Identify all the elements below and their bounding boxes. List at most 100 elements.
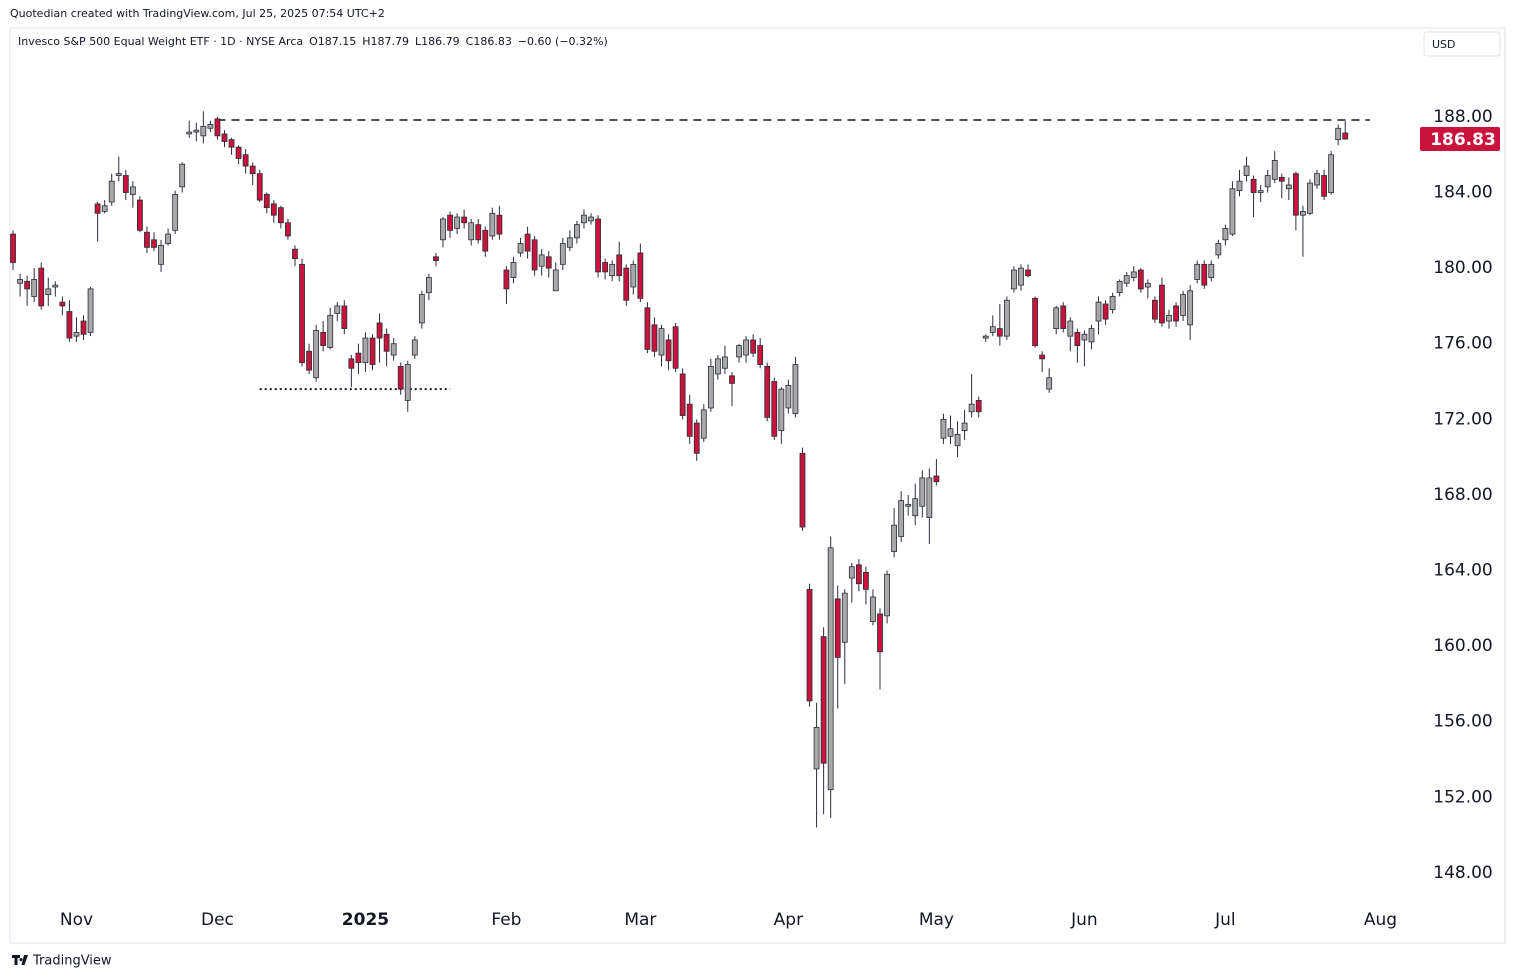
y-tick-label: 156.00 xyxy=(1433,712,1492,732)
candle-body xyxy=(1025,269,1031,277)
candle-body xyxy=(1053,307,1060,329)
candle-body xyxy=(165,233,172,244)
candle-body xyxy=(1088,328,1095,343)
candle-body xyxy=(1328,154,1335,193)
candle-body xyxy=(263,194,270,209)
ohlc-value: −0.60 (−0.32%) xyxy=(518,35,608,48)
candle-body xyxy=(1264,175,1271,188)
candle-body xyxy=(468,222,475,241)
candle-body xyxy=(729,375,735,384)
candle-body xyxy=(552,269,559,292)
candle-body xyxy=(1159,284,1165,324)
candle-body xyxy=(461,216,468,224)
candle-body xyxy=(968,403,975,413)
currency-label[interactable]: USD xyxy=(1432,38,1456,51)
y-tick-label: 148.00 xyxy=(1433,863,1492,883)
candle-body xyxy=(94,203,101,214)
candle-body xyxy=(1321,175,1327,197)
candle-body xyxy=(418,294,425,324)
candle-body xyxy=(327,314,334,348)
candle-body xyxy=(1250,178,1257,193)
candle-body xyxy=(277,207,284,224)
candle-body xyxy=(863,571,869,590)
candle-body xyxy=(771,381,778,437)
candle-body xyxy=(1074,331,1081,347)
candle-body xyxy=(221,133,228,142)
candle-body xyxy=(517,243,524,254)
candle-body xyxy=(1137,269,1144,290)
candle-body xyxy=(1278,177,1285,182)
ohlc-value: O187.15 xyxy=(309,35,356,48)
chart-frame xyxy=(9,27,1506,944)
candle-body xyxy=(1201,263,1208,286)
x-tick-label: May xyxy=(919,910,954,930)
candle-body xyxy=(137,199,143,231)
candle-body xyxy=(341,305,348,329)
candle-body xyxy=(59,301,66,307)
y-tick-label: 176.00 xyxy=(1433,334,1492,354)
candle-body xyxy=(658,328,665,356)
candle-body xyxy=(186,131,193,135)
last-price-tag xyxy=(1420,127,1500,152)
x-tick-label: Jul xyxy=(1214,910,1236,930)
candle-body xyxy=(1300,211,1306,216)
candle-body xyxy=(961,422,968,432)
candle-body xyxy=(207,124,214,129)
last-price-label: 186.83 xyxy=(1430,130,1496,150)
candle-body xyxy=(285,222,291,237)
candle-body xyxy=(778,388,785,432)
candle-body xyxy=(411,339,418,356)
candle-body xyxy=(320,331,327,347)
candle-body xyxy=(926,477,933,518)
candle-body xyxy=(609,263,616,277)
y-tick-label: 188.00 xyxy=(1433,107,1492,127)
candle-body xyxy=(665,339,672,362)
candle-body xyxy=(496,214,503,235)
candle-body xyxy=(877,613,883,653)
candle-body xyxy=(440,218,446,241)
candle-body xyxy=(595,218,601,273)
candle-body xyxy=(292,248,298,260)
candle-body xyxy=(397,365,404,390)
candle-body xyxy=(714,358,721,375)
candle-body xyxy=(158,245,164,265)
candle-body xyxy=(651,324,658,352)
candle-body xyxy=(299,263,305,364)
candle-body xyxy=(1166,314,1172,322)
candle-body xyxy=(193,129,200,133)
candle-body xyxy=(1039,354,1046,360)
candle-body xyxy=(52,284,59,288)
candle-body xyxy=(799,452,806,528)
candle-body xyxy=(1109,296,1116,311)
ohlc-value: L186.79 xyxy=(415,35,460,48)
candle-body xyxy=(334,305,341,314)
candle-body xyxy=(989,326,996,333)
candle-body xyxy=(1229,188,1236,235)
candle-body xyxy=(475,224,482,241)
candle-body xyxy=(101,205,108,212)
candle-body xyxy=(425,277,432,294)
ohlc-value: C186.83 xyxy=(466,35,512,48)
candle-body xyxy=(1307,182,1313,214)
x-tick-label: Aug xyxy=(1364,910,1397,930)
candle-body xyxy=(947,428,954,437)
candle-body xyxy=(1116,280,1123,294)
candle-body xyxy=(870,596,876,622)
candle-body xyxy=(1187,290,1194,326)
candle-body xyxy=(588,216,594,222)
candle-body xyxy=(129,186,136,195)
candle-body xyxy=(1194,263,1201,280)
candle-body xyxy=(214,118,221,137)
candle-body xyxy=(919,477,926,507)
candle-body xyxy=(1257,190,1264,193)
candle-body xyxy=(566,237,573,248)
candle-body xyxy=(1335,127,1342,141)
candle-body xyxy=(707,365,714,409)
candle-body xyxy=(940,418,947,439)
candle-body xyxy=(574,224,580,239)
currency-button[interactable] xyxy=(1423,31,1501,57)
candle-body xyxy=(623,267,630,301)
candle-body xyxy=(1314,173,1320,186)
candle-body xyxy=(820,636,827,764)
